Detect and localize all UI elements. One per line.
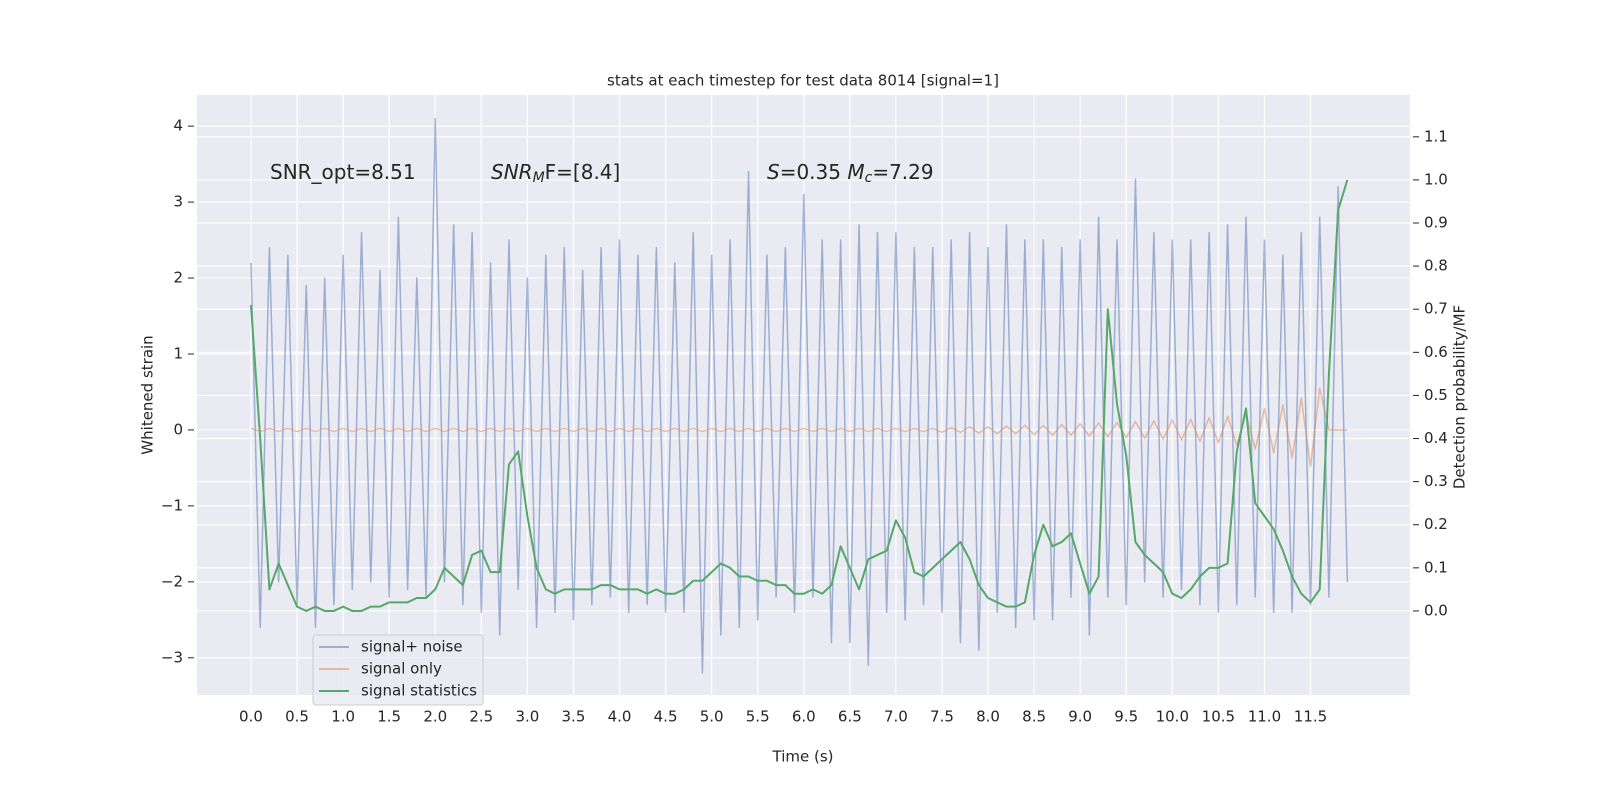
- legend-label: signal only: [361, 660, 442, 678]
- y2-tick-label: 0.3: [1424, 472, 1448, 490]
- x-tick-label: 4.0: [608, 708, 632, 726]
- legend-label: signal+ noise: [361, 638, 463, 656]
- x-tick-label: 9.0: [1068, 708, 1092, 726]
- y2-tick-label: 0.7: [1424, 300, 1448, 318]
- y2-tick-label: 0.5: [1424, 386, 1448, 404]
- annotation-part: c: [865, 170, 873, 186]
- y2-tick-label: 1.0: [1424, 170, 1448, 188]
- annotation: SNR_opt=8.51: [270, 160, 416, 184]
- annotation-part: S: [767, 160, 780, 184]
- y-tick-label: 3: [173, 193, 183, 211]
- series-line: [250, 117, 1349, 674]
- y-tick-label: 4: [173, 117, 183, 135]
- x-tick-label: 3.5: [562, 708, 586, 726]
- annotation-part: SNR: [491, 160, 533, 184]
- x-tick-label: 10.0: [1156, 708, 1189, 726]
- annotation: S=0.35 Mc=7.29: [767, 160, 934, 187]
- annotation-part: F=[8.4]: [545, 160, 621, 184]
- x-axis-label: Time (s): [772, 748, 834, 766]
- y2-tick-label: 0.0: [1424, 601, 1448, 619]
- x-tick-label: 0.0: [239, 708, 263, 726]
- annotation-part: =0.35: [780, 160, 848, 184]
- annotation-part: M: [533, 170, 545, 186]
- annotation: SNRMF=[8.4]: [491, 160, 620, 187]
- x-tick-label: 11.0: [1248, 708, 1281, 726]
- y2-tick-label: 0.2: [1424, 515, 1448, 533]
- annotation-part: M: [847, 160, 864, 184]
- legend-box: [312, 634, 484, 706]
- x-tick-label: 9.5: [1114, 708, 1138, 726]
- legend-label: signal statistics: [361, 682, 477, 700]
- y2-axis-label: Detection probability/MF: [1451, 305, 1469, 489]
- x-tick-label: 1.0: [331, 708, 355, 726]
- y2-tick-label: 1.1: [1424, 127, 1448, 145]
- y-axis-label: Whitened strain: [139, 335, 157, 454]
- y-tick-label: −3: [161, 648, 183, 666]
- x-tick-label: 0.5: [285, 708, 309, 726]
- x-tick-label: 6.5: [838, 708, 862, 726]
- x-tick-label: 11.5: [1294, 708, 1327, 726]
- annotation-part: =7.29: [872, 160, 933, 184]
- y-tick-label: 2: [173, 269, 183, 287]
- x-tick-label: 7.5: [930, 708, 954, 726]
- y2-tick-label: 0.8: [1424, 257, 1448, 275]
- y-tick-label: −1: [161, 496, 183, 514]
- x-tick-label: 4.5: [654, 708, 678, 726]
- series-line: [249, 179, 1349, 612]
- y-tick-label: 1: [173, 344, 183, 362]
- x-tick-label: 8.0: [976, 708, 1000, 726]
- y2-tick-label: 0.9: [1424, 214, 1448, 232]
- y2-tick-label: 0.6: [1424, 343, 1448, 361]
- annotation-part: SNR_opt=8.51: [270, 160, 416, 184]
- x-tick-label: 8.5: [1022, 708, 1046, 726]
- x-tick-label: 10.5: [1202, 708, 1235, 726]
- x-tick-label: 3.0: [515, 708, 539, 726]
- y2-tick-label: 0.4: [1424, 429, 1448, 447]
- y-tick-label: 0: [173, 420, 183, 438]
- x-tick-label: 5.0: [700, 708, 724, 726]
- y2-tick-label: 0.1: [1424, 558, 1448, 576]
- x-tick-label: 2.5: [469, 708, 493, 726]
- x-tick-label: 2.0: [423, 708, 447, 726]
- chart-title: stats at each timestep for test data 801…: [607, 72, 999, 90]
- x-tick-label: 1.5: [377, 708, 401, 726]
- x-tick-label: 5.5: [746, 708, 770, 726]
- series-line: [250, 387, 1348, 468]
- y-tick-label: −2: [161, 572, 183, 590]
- x-tick-label: 7.0: [884, 708, 908, 726]
- x-tick-label: 6.0: [792, 708, 816, 726]
